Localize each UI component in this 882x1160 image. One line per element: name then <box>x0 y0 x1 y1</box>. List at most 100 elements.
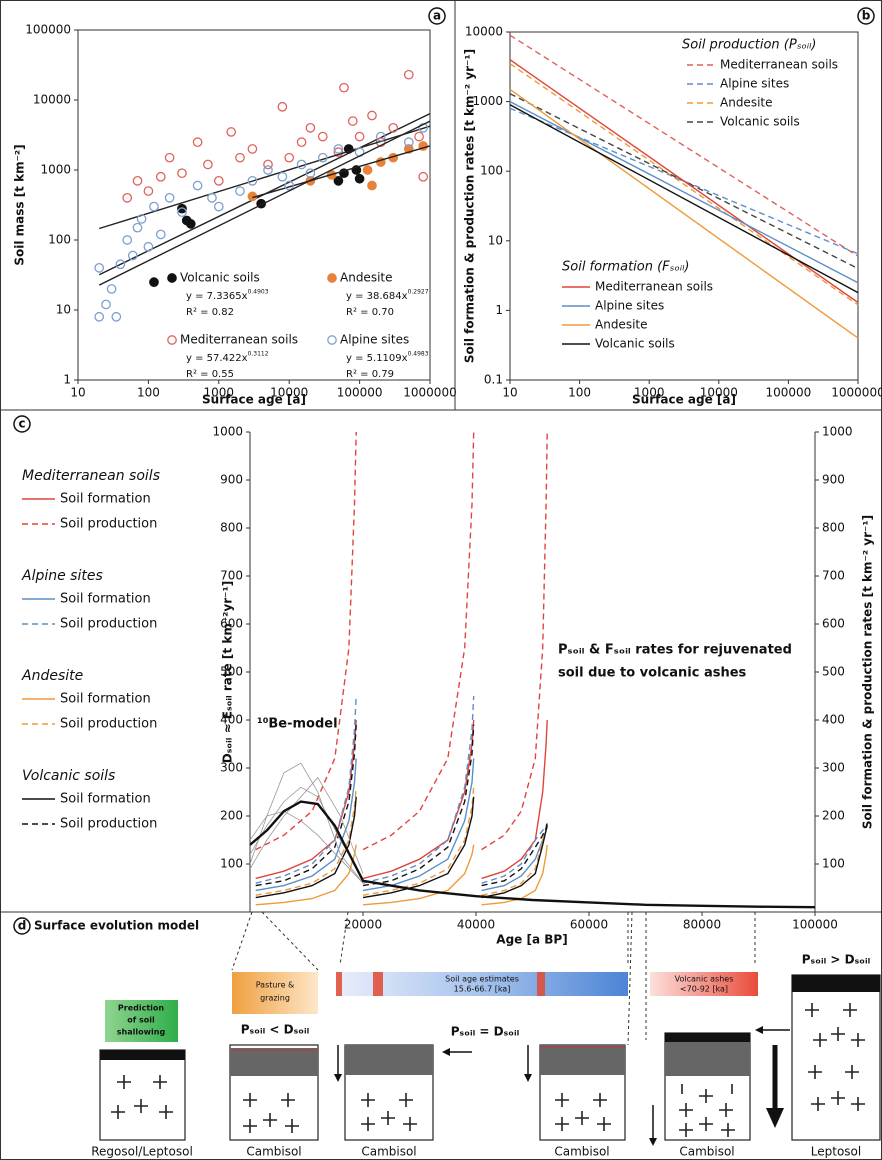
y-tick-label: 1000 <box>212 425 243 439</box>
y2-tick-label: 400 <box>822 713 845 727</box>
line <box>255 844 548 906</box>
x-axis-label: Surface age [a] <box>632 393 736 407</box>
y-tick-label: 600 <box>220 617 243 631</box>
point <box>247 175 258 186</box>
arrows <box>334 1026 790 1146</box>
x-tick-label: 100 <box>568 386 591 400</box>
legend-title: Mediterranean soils <box>22 468 160 484</box>
panel-badge <box>13 415 31 433</box>
soil-columns <box>99 974 881 1141</box>
point <box>136 214 147 224</box>
legend-label: Volcanic soils <box>720 115 800 129</box>
fit-exponent: 0.4983 <box>408 351 429 358</box>
y-tick-label: 300 <box>220 761 243 775</box>
y-tick-label: 1000 <box>472 94 503 108</box>
line <box>255 796 548 899</box>
x-tick-label: 1000000 <box>403 386 456 400</box>
point <box>375 131 386 142</box>
legend-title: Soil production (Pₛₒᵢₗ) <box>682 38 816 53</box>
stage-label: Pₛₒᵢₗ > Dₛₒᵢₗ <box>802 953 871 967</box>
y-tick-label: 100 <box>48 233 71 247</box>
x-axis-label: Age [a BP] <box>496 933 567 947</box>
pasture-label: grazing <box>260 994 290 1003</box>
point <box>122 193 133 203</box>
soil-label: Regosol/Leptosol <box>91 1145 193 1159</box>
fit-exponent: 0.3112 <box>248 351 269 358</box>
panel-label: d <box>18 919 27 933</box>
fit-r2: R² = 0.79 <box>346 369 394 380</box>
point <box>213 201 224 212</box>
pasture-box <box>232 972 318 1014</box>
x-tick-label: 10 <box>70 386 85 400</box>
line <box>509 63 859 306</box>
line <box>255 758 548 892</box>
ashes-label: Volcanic ashes <box>675 975 734 984</box>
link-lines <box>231 911 882 1046</box>
point <box>94 263 105 273</box>
y-tick-label: 800 <box>220 521 243 535</box>
legend-label: Mediterranean soils <box>595 280 713 294</box>
point <box>367 110 377 121</box>
point <box>127 250 138 261</box>
point <box>132 175 143 186</box>
fit-r2: R² = 0.55 <box>186 369 234 380</box>
pasture-label: Pasture & <box>256 981 295 990</box>
line <box>250 786 364 879</box>
soil-label: Cambisol <box>554 1145 609 1159</box>
y-tick-label: 400 <box>220 713 243 727</box>
y-tick-label: 900 <box>220 473 243 487</box>
x-tick-label: 60000 <box>570 918 608 932</box>
point <box>164 193 175 203</box>
legend-label: Andesite <box>720 96 773 110</box>
point <box>192 180 203 191</box>
y-tick-label: 700 <box>220 569 243 583</box>
plot-frame <box>509 31 859 381</box>
fit-equation: y = 57.422x <box>186 353 248 364</box>
point <box>164 152 175 163</box>
fit-r2: R² = 0.82 <box>186 307 234 318</box>
panel-label: b <box>862 9 871 23</box>
legend-title: Volcanic soils <box>22 768 115 784</box>
age-bar <box>336 972 628 996</box>
y-axis-label: Soil mass [t km⁻²] <box>13 144 27 265</box>
y-tick-label: 0.1 <box>484 373 503 387</box>
legend-marker <box>167 273 177 283</box>
y2-axis-label: Soil formation & production rates [t km⁻… <box>861 515 875 829</box>
legend-label: Mediterranean soils <box>180 333 298 347</box>
legend-title: Soil formation (Fₛₒᵢₗ) <box>562 260 689 275</box>
y2-tick-label: 1000 <box>822 425 853 439</box>
point <box>333 147 344 157</box>
point <box>149 277 159 287</box>
point <box>362 165 373 175</box>
point <box>418 171 429 182</box>
fit-r2: R² = 0.70 <box>346 307 394 318</box>
panel-badge <box>857 7 875 25</box>
y-tick-label: 1 <box>63 373 71 387</box>
annotation: Pₛₒᵢₗ & Fₛₒᵢₗ rates for rejuvenated <box>558 643 792 658</box>
prediction-label: shallowing <box>117 1028 166 1037</box>
stage-label: Pₛₒᵢₗ < Dₛₒᵢₗ <box>241 1023 310 1037</box>
point <box>192 137 203 147</box>
x-tick-label: 10000 <box>270 386 308 400</box>
legend-label: Soil formation <box>60 692 151 707</box>
point <box>403 69 414 80</box>
age-label: 15.6-66.7 [ka] <box>454 985 511 994</box>
legend-label: Soil production <box>60 817 157 832</box>
x-tick-label: 100000 <box>765 386 811 400</box>
point <box>226 127 237 137</box>
point <box>143 241 154 252</box>
x-tick-label: 10000 <box>700 386 738 400</box>
y-axis-label: Dₛₒᵢₗ ≈ Eₛₒᵢₗ rate [t km⁻²yr⁻¹] <box>221 581 235 763</box>
legend-label: Soil formation <box>60 592 151 607</box>
x-axis-label: Surface age [a] <box>202 393 306 407</box>
point <box>177 203 187 214</box>
age-bar-stripes <box>336 972 545 996</box>
point <box>181 215 192 226</box>
line <box>509 100 859 284</box>
point <box>155 171 166 182</box>
legend-label: Volcanic soils <box>180 271 260 285</box>
y-tick-label: 100 <box>480 164 503 178</box>
legend-label: Andesite <box>595 318 648 332</box>
panel-label: a <box>433 9 441 23</box>
